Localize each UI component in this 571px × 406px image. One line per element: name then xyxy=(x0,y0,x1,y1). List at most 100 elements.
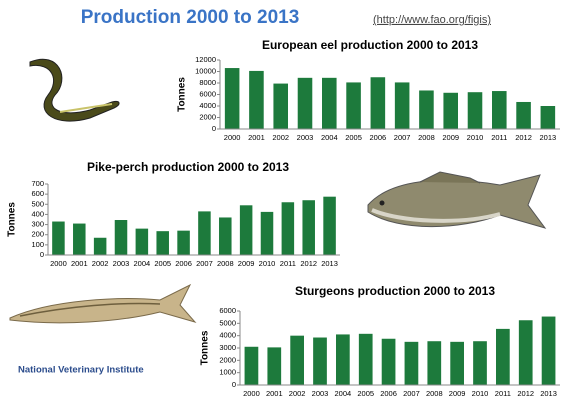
x-tick-label: 2007 xyxy=(196,259,213,268)
y-tick-label: 200 xyxy=(31,230,44,239)
bar xyxy=(261,212,274,255)
y-tick-label: 4000 xyxy=(219,331,236,340)
y-tick-label: 0 xyxy=(232,380,236,389)
logo-text: National Veterinary Institute xyxy=(18,365,144,376)
x-tick-label: 2003 xyxy=(297,133,314,142)
chart-title: Pike-perch production 2000 to 2013 xyxy=(87,160,289,174)
x-tick-label: 2002 xyxy=(289,389,306,398)
y-tick-label: 6000 xyxy=(199,89,216,98)
x-tick-label: 2009 xyxy=(238,259,255,268)
x-tick-label: 2002 xyxy=(92,259,109,268)
y-tick-label: 3000 xyxy=(219,343,236,352)
x-tick-label: 2010 xyxy=(472,389,489,398)
bar xyxy=(240,205,253,255)
y-axis-label: Tonnes xyxy=(177,77,188,112)
x-tick-label: 2006 xyxy=(175,259,192,268)
bar xyxy=(322,78,337,129)
bar xyxy=(198,211,211,255)
bar xyxy=(136,229,149,255)
bar xyxy=(359,334,373,385)
bar xyxy=(177,231,190,255)
bar xyxy=(473,341,487,385)
x-tick-label: 2008 xyxy=(217,259,234,268)
bar xyxy=(219,217,232,255)
x-tick-label: 2000 xyxy=(243,389,260,398)
x-tick-label: 2004 xyxy=(134,259,151,268)
source-link[interactable]: (http://www.fao.org/figis) xyxy=(373,14,491,26)
y-tick-label: 100 xyxy=(31,240,44,249)
y-tick-label: 5000 xyxy=(219,318,236,327)
bar xyxy=(267,347,281,385)
y-tick-label: 700 xyxy=(31,179,44,188)
bar xyxy=(245,347,259,385)
x-tick-label: 2004 xyxy=(335,389,352,398)
x-tick-label: 2013 xyxy=(540,389,557,398)
y-tick-label: 2000 xyxy=(219,355,236,364)
x-tick-label: 2003 xyxy=(113,259,130,268)
x-tick-label: 2006 xyxy=(380,389,397,398)
y-tick-label: 1000 xyxy=(219,368,236,377)
bar xyxy=(313,338,327,385)
y-tick-label: 4000 xyxy=(199,101,216,110)
y-axis-label: Tonnes xyxy=(200,330,211,365)
bar xyxy=(492,91,507,129)
x-tick-label: 2001 xyxy=(71,259,88,268)
bar xyxy=(371,77,386,129)
bar xyxy=(443,93,458,129)
x-tick-label: 2008 xyxy=(418,133,435,142)
y-axis-label: Tonnes xyxy=(7,202,18,237)
bar xyxy=(519,320,533,385)
x-tick-label: 2000 xyxy=(224,133,241,142)
bar xyxy=(346,82,361,129)
bar xyxy=(249,71,264,129)
y-tick-label: 500 xyxy=(31,199,44,208)
x-tick-label: 2011 xyxy=(280,259,296,268)
x-tick-label: 2004 xyxy=(321,133,338,142)
bar xyxy=(156,231,169,255)
x-tick-label: 2013 xyxy=(540,133,557,142)
x-tick-label: 2005 xyxy=(154,259,171,268)
chart-title: European eel production 2000 to 2013 xyxy=(262,38,478,52)
bar xyxy=(94,238,107,255)
y-tick-label: 600 xyxy=(31,189,44,198)
y-tick-label: 2000 xyxy=(199,112,216,121)
bar xyxy=(73,224,86,255)
y-tick-label: 6000 xyxy=(219,306,236,315)
bar xyxy=(419,90,434,129)
y-tick-label: 0 xyxy=(212,124,216,133)
bar xyxy=(427,341,441,385)
x-tick-label: 2013 xyxy=(321,259,338,268)
bar xyxy=(323,197,336,255)
x-tick-label: 2001 xyxy=(266,389,283,398)
bar xyxy=(52,222,65,255)
bar xyxy=(115,220,128,255)
bar xyxy=(450,342,464,385)
x-tick-label: 2007 xyxy=(394,133,411,142)
bar xyxy=(468,92,483,129)
x-tick-label: 2007 xyxy=(403,389,420,398)
y-tick-label: 0 xyxy=(40,250,44,259)
bar xyxy=(395,82,410,129)
slide: Production 2000 to 2013 (http://www.fao.… xyxy=(0,0,571,406)
bar xyxy=(282,202,295,255)
y-tick-label: 12000 xyxy=(195,55,216,64)
bar xyxy=(496,329,510,385)
x-tick-label: 2005 xyxy=(357,389,374,398)
bar xyxy=(290,336,304,385)
x-tick-label: 2010 xyxy=(259,259,276,268)
bar xyxy=(542,317,556,385)
x-tick-label: 2012 xyxy=(300,259,317,268)
x-tick-label: 2005 xyxy=(345,133,362,142)
y-tick-label: 8000 xyxy=(199,78,216,87)
x-tick-label: 2012 xyxy=(517,389,534,398)
bar xyxy=(336,334,350,385)
x-tick-label: 2009 xyxy=(442,133,459,142)
x-tick-label: 2012 xyxy=(515,133,532,142)
bar xyxy=(405,342,419,385)
y-tick-label: 400 xyxy=(31,209,44,218)
x-tick-label: 2001 xyxy=(248,133,265,142)
y-tick-label: 10000 xyxy=(195,66,216,75)
x-tick-label: 2000 xyxy=(50,259,67,268)
x-tick-label: 2006 xyxy=(370,133,387,142)
bar xyxy=(541,106,556,129)
